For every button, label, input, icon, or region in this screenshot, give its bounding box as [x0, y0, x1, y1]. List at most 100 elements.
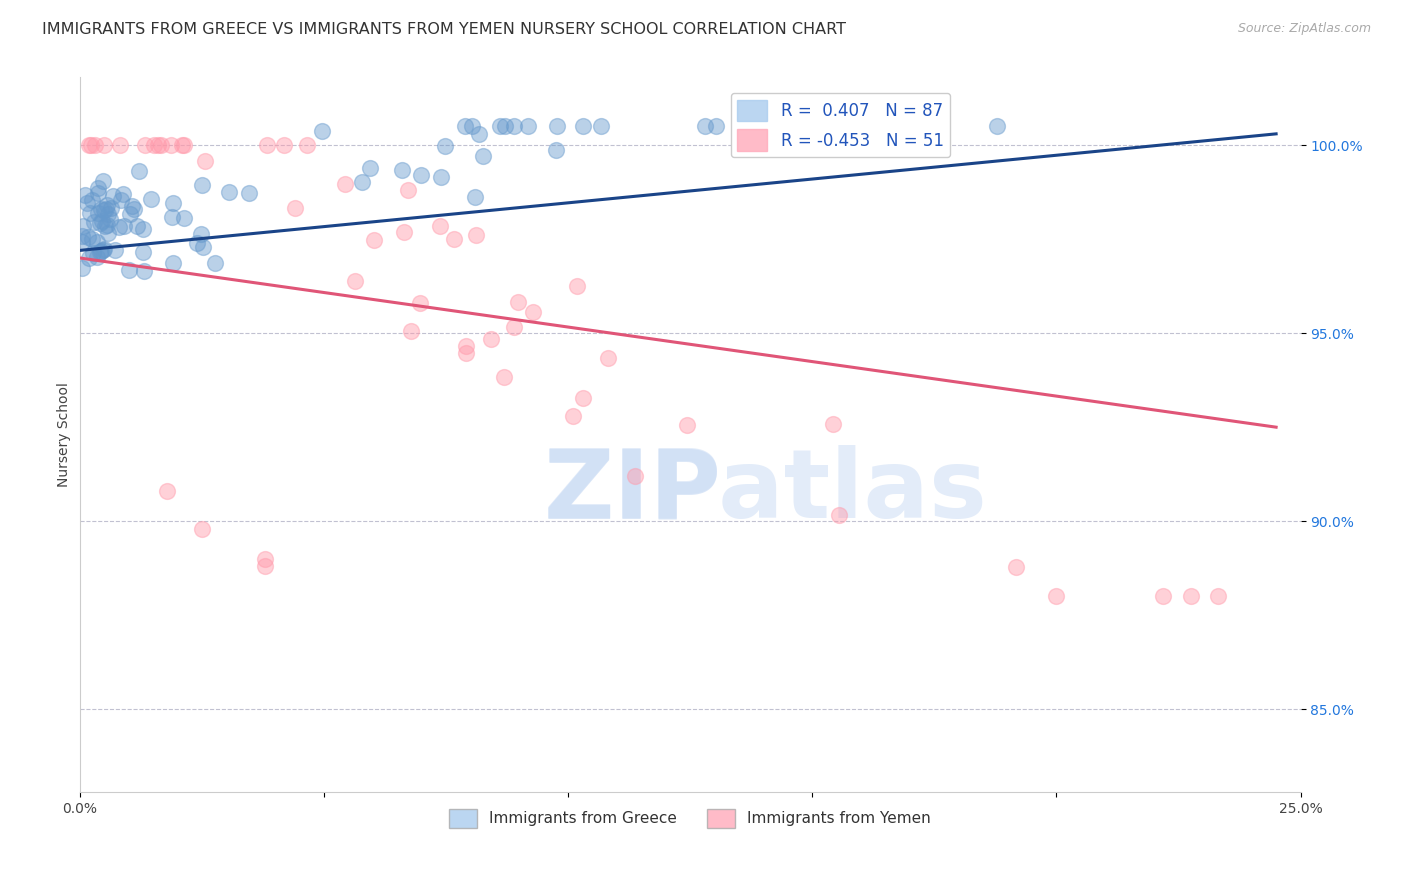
Point [83, 138, 105, 153]
Point [94, 202, 117, 216]
Point [399, 324, 422, 338]
Point [517, 120, 540, 134]
Point [589, 120, 612, 134]
Point [191, 240, 214, 254]
Point [194, 154, 217, 169]
Point [121, 199, 143, 213]
Point [146, 138, 169, 153]
Point [467, 127, 489, 141]
Point [89, 217, 111, 231]
Point [502, 120, 524, 134]
Point [86, 206, 108, 220]
Point [472, 148, 495, 162]
Point [695, 120, 717, 134]
Point [118, 207, 141, 221]
Point [96, 218, 118, 232]
Point [86, 235, 108, 250]
Point [430, 169, 453, 184]
Point [544, 143, 567, 157]
Point [443, 232, 465, 246]
Point [522, 305, 544, 319]
Point [132, 264, 155, 278]
Point [429, 219, 451, 234]
Point [828, 508, 851, 522]
Point [70, 229, 93, 244]
Point [76, 196, 98, 211]
Text: ZIP: ZIP [544, 445, 721, 539]
Point [70, 235, 93, 250]
Point [454, 120, 477, 134]
Point [986, 120, 1008, 134]
Point [204, 256, 226, 270]
Point [93, 138, 115, 153]
Point [77, 230, 100, 244]
Point [72, 219, 94, 233]
Point [87, 181, 110, 195]
Point [704, 120, 727, 134]
Point [433, 139, 456, 153]
Point [479, 332, 502, 346]
Point [108, 138, 131, 153]
Point [256, 138, 278, 153]
Point [98, 211, 121, 226]
Point [134, 138, 156, 153]
Point [623, 469, 645, 483]
Point [72, 261, 94, 276]
Point [91, 213, 114, 227]
Point [112, 219, 135, 234]
Point [80, 193, 103, 207]
Point [110, 194, 132, 208]
Point [93, 202, 115, 217]
Point [89, 245, 111, 260]
Point [920, 120, 942, 134]
Point [238, 186, 260, 201]
Point [1180, 590, 1202, 604]
Point [391, 162, 413, 177]
Point [111, 187, 134, 202]
Point [456, 345, 478, 359]
Point [464, 228, 486, 243]
Point [170, 138, 193, 153]
Point [254, 559, 277, 574]
Point [139, 192, 162, 206]
Point [489, 120, 512, 134]
Point [676, 418, 699, 433]
Point [162, 255, 184, 269]
Point [343, 274, 366, 288]
Point [90, 244, 112, 259]
Point [162, 195, 184, 210]
Point [160, 211, 183, 225]
Point [90, 202, 112, 216]
Point [125, 219, 148, 233]
Point [173, 211, 195, 225]
Point [75, 188, 97, 202]
Point [93, 242, 115, 256]
Point [506, 295, 529, 310]
Point [561, 409, 583, 424]
Text: Source: ZipAtlas.com: Source: ZipAtlas.com [1237, 22, 1371, 36]
Point [392, 226, 415, 240]
Point [142, 138, 165, 153]
Point [191, 178, 214, 193]
Point [335, 177, 357, 191]
Point [284, 201, 307, 215]
Point [409, 168, 432, 182]
Point [464, 190, 486, 204]
Point [97, 226, 120, 240]
Point [190, 522, 212, 536]
Text: IMMIGRANTS FROM GREECE VS IMMIGRANTS FROM YEMEN NURSERY SCHOOL CORRELATION CHART: IMMIGRANTS FROM GREECE VS IMMIGRANTS FRO… [42, 22, 846, 37]
Point [159, 138, 181, 153]
Text: ZIPatlas: ZIPatlas [544, 445, 987, 539]
Point [186, 236, 208, 251]
Point [461, 120, 484, 134]
Point [86, 251, 108, 265]
Point [79, 206, 101, 220]
Point [273, 138, 295, 153]
Point [1004, 559, 1026, 574]
Point [546, 120, 568, 134]
Point [150, 138, 173, 153]
Y-axis label: Nursery School: Nursery School [58, 383, 72, 487]
Point [1206, 590, 1229, 604]
Point [83, 215, 105, 229]
Point [572, 392, 595, 406]
